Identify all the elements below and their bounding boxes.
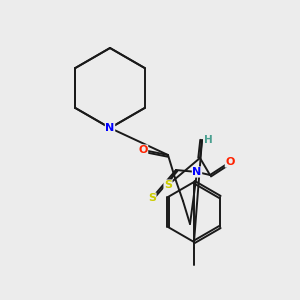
Text: H: H — [204, 135, 213, 145]
Text: S: S — [148, 193, 156, 203]
Text: O: O — [225, 157, 235, 167]
Text: O: O — [138, 145, 148, 155]
Text: S: S — [164, 180, 172, 190]
Text: N: N — [105, 123, 115, 133]
Text: N: N — [192, 167, 202, 177]
